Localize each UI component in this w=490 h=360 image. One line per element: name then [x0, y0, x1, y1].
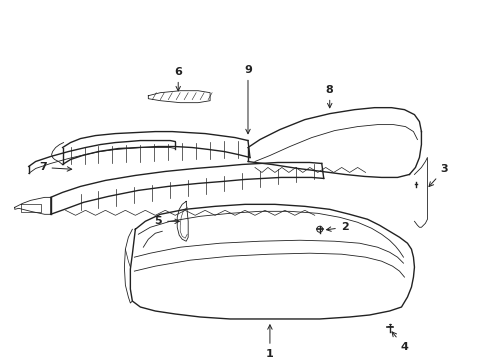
Text: 1: 1 — [266, 325, 274, 359]
Text: 6: 6 — [174, 67, 182, 91]
Text: 3: 3 — [429, 165, 448, 186]
Text: 9: 9 — [244, 65, 252, 134]
Text: 7: 7 — [39, 162, 72, 172]
Text: 8: 8 — [326, 85, 334, 108]
Text: 4: 4 — [392, 332, 409, 352]
Text: 5: 5 — [154, 216, 179, 226]
Text: 2: 2 — [326, 222, 348, 232]
